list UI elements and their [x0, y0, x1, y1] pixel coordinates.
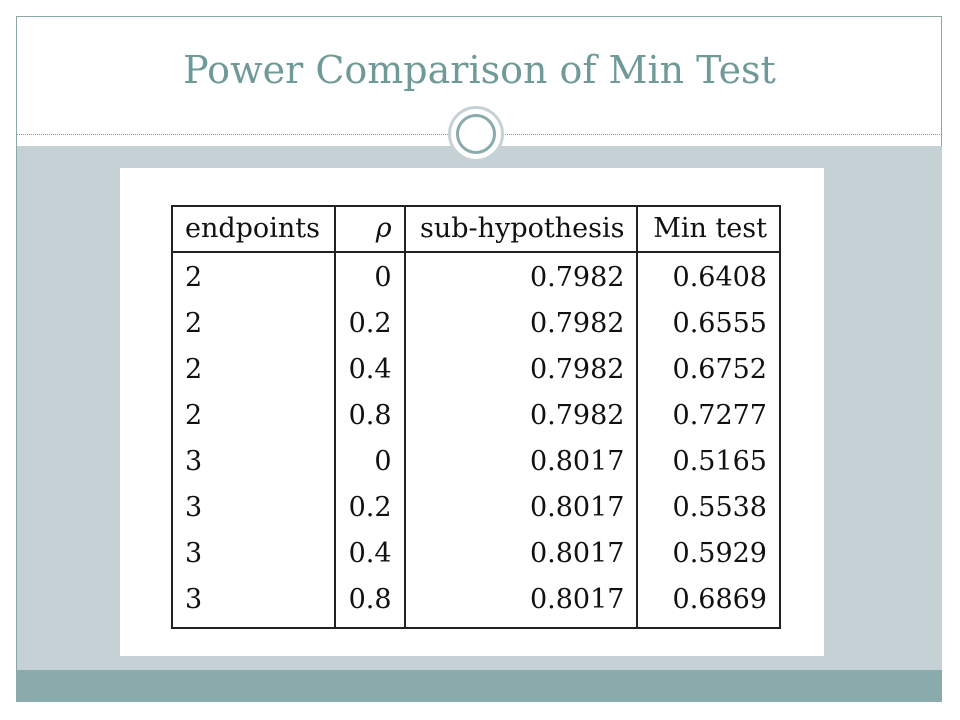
table-row: 3 0.8 0.8017 0.6869 — [170, 577, 781, 629]
table-row: 2 0.4 0.7982 0.6752 — [170, 347, 781, 393]
cell-sub-hypothesis: 0.8017 — [404, 531, 639, 577]
cell-min-test: 0.6555 — [637, 301, 781, 347]
header-endpoints: endpoints — [170, 206, 337, 253]
table-header-row: endpoints ρ sub-hypothesis Min test — [170, 206, 781, 253]
cell-endpoints: 3 — [170, 531, 337, 577]
cell-endpoints: 2 — [170, 393, 337, 439]
cell-min-test: 0.7277 — [637, 393, 781, 439]
cell-sub-hypothesis: 0.8017 — [404, 577, 639, 629]
cell-min-test: 0.5929 — [637, 531, 781, 577]
header-min-test: Min test — [637, 206, 781, 253]
circle-ornament — [448, 106, 504, 162]
cell-min-test: 0.6408 — [637, 252, 781, 301]
cell-endpoints: 2 — [170, 252, 337, 301]
table-row: 2 0 0.7982 0.6408 — [170, 252, 781, 301]
cell-endpoints: 2 — [170, 301, 337, 347]
cell-rho: 0 — [335, 252, 406, 301]
cell-endpoints: 3 — [170, 439, 337, 485]
table-row: 3 0.4 0.8017 0.5929 — [170, 531, 781, 577]
cell-min-test: 0.5165 — [637, 439, 781, 485]
cell-rho: 0.4 — [335, 531, 406, 577]
bottom-band — [17, 670, 942, 702]
cell-endpoints: 3 — [170, 577, 337, 629]
cell-sub-hypothesis: 0.7982 — [404, 252, 639, 301]
cell-rho: 0.4 — [335, 347, 406, 393]
cell-rho: 0.2 — [335, 485, 406, 531]
table-row: 2 0.8 0.7982 0.7277 — [170, 393, 781, 439]
header-rho: ρ — [335, 206, 406, 253]
cell-sub-hypothesis: 0.8017 — [404, 439, 639, 485]
cell-endpoints: 2 — [170, 347, 337, 393]
cell-sub-hypothesis: 0.7982 — [404, 347, 639, 393]
table-row: 3 0.2 0.8017 0.5538 — [170, 485, 781, 531]
cell-rho: 0.2 — [335, 301, 406, 347]
cell-rho: 0.8 — [335, 393, 406, 439]
header-sub-hypothesis: sub-hypothesis — [404, 206, 639, 253]
cell-min-test: 0.5538 — [637, 485, 781, 531]
table-panel: endpoints ρ sub-hypothesis Min test 2 0 … — [120, 168, 824, 656]
cell-rho: 0.8 — [335, 577, 406, 629]
table-row: 2 0.2 0.7982 0.6555 — [170, 301, 781, 347]
cell-min-test: 0.6752 — [637, 347, 781, 393]
cell-endpoints: 3 — [170, 485, 337, 531]
cell-sub-hypothesis: 0.7982 — [404, 301, 639, 347]
table-row: 3 0 0.8017 0.5165 — [170, 439, 781, 485]
cell-sub-hypothesis: 0.8017 — [404, 485, 639, 531]
slide-title: Power Comparison of Min Test — [183, 48, 776, 92]
cell-rho: 0 — [335, 439, 406, 485]
cell-min-test: 0.6869 — [637, 577, 781, 629]
power-comparison-table: endpoints ρ sub-hypothesis Min test 2 0 … — [170, 205, 781, 629]
cell-sub-hypothesis: 0.7982 — [404, 393, 639, 439]
